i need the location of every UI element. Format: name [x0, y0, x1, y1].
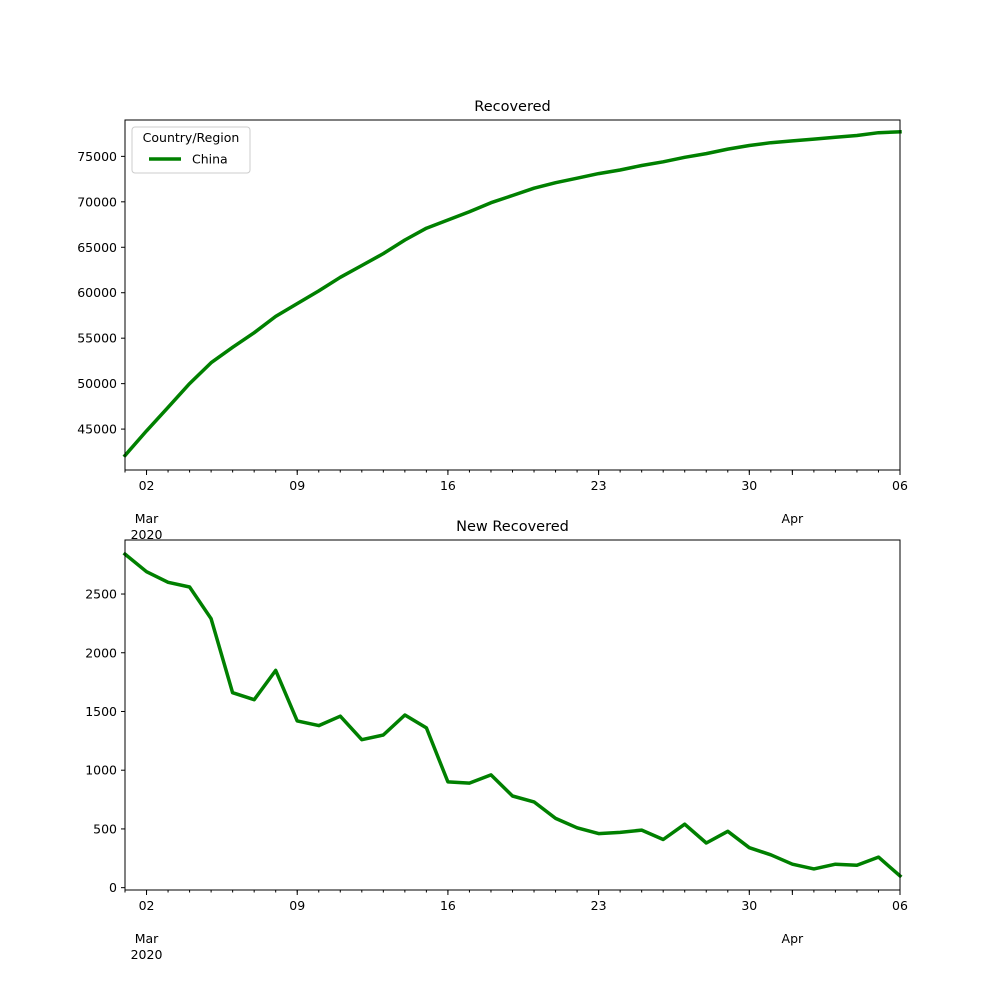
x-tick-label: 23	[591, 898, 607, 913]
chart-title: Recovered	[474, 99, 550, 115]
x-tick-sublabel: Apr	[782, 931, 804, 946]
x-tick-label: 06	[892, 478, 908, 493]
x-tick-sublabel: Mar	[135, 931, 159, 946]
chart-new-recovered: New Recovered0500100015002000250002Mar20…	[85, 519, 908, 962]
chart-recovered: Recovered 45000 50000 55000 60000 65000 70000 7…	[77, 99, 908, 542]
y-tick-label: 65000	[77, 240, 117, 255]
legend: Country/Region China	[131, 126, 251, 174]
x-tick-label: 09	[289, 478, 305, 493]
y-tick-label: 500	[93, 821, 117, 836]
x-tick-label: 06	[892, 898, 908, 913]
y-tick-label: 1000	[85, 763, 117, 778]
x-tick-label: 16	[440, 898, 456, 913]
y-tick-label: 70000	[77, 194, 117, 209]
x-tick-label: 09	[289, 898, 305, 913]
y-tick-label: 60000	[77, 285, 117, 300]
x-tick-label: 16	[440, 478, 456, 493]
x-tick-sublabel: 2020	[131, 947, 163, 962]
chart-title: New Recovered	[456, 519, 569, 535]
x-tick-label: 30	[741, 478, 757, 493]
y-tick-label: 45000	[77, 422, 117, 437]
legend-box	[131, 126, 251, 174]
y-tick-label: 55000	[77, 331, 117, 346]
y-tick-label: 50000	[77, 376, 117, 391]
y-tick-label: 0	[109, 880, 117, 895]
plot-frame	[124, 539, 901, 891]
x-tick-label: 23	[591, 478, 607, 493]
x-tick-sublabel: 2020	[131, 527, 163, 542]
series-line-series-0	[122, 551, 903, 879]
series-line-china	[122, 129, 902, 458]
y-tick-label: 2500	[85, 587, 117, 602]
y-tick-label: 1500	[85, 704, 117, 719]
x-tick-label: 02	[139, 898, 155, 913]
y-tick-label: 75000	[77, 149, 117, 164]
x-tick-sublabel: Mar	[135, 511, 159, 526]
x-tick-sublabel: Apr	[782, 511, 804, 526]
legend-label: China	[192, 152, 228, 167]
x-tick-label: 02	[139, 478, 155, 493]
x-tick-label: 30	[741, 898, 757, 913]
legend-title: Country/Region	[143, 130, 240, 145]
y-tick-label: 2000	[85, 645, 117, 660]
